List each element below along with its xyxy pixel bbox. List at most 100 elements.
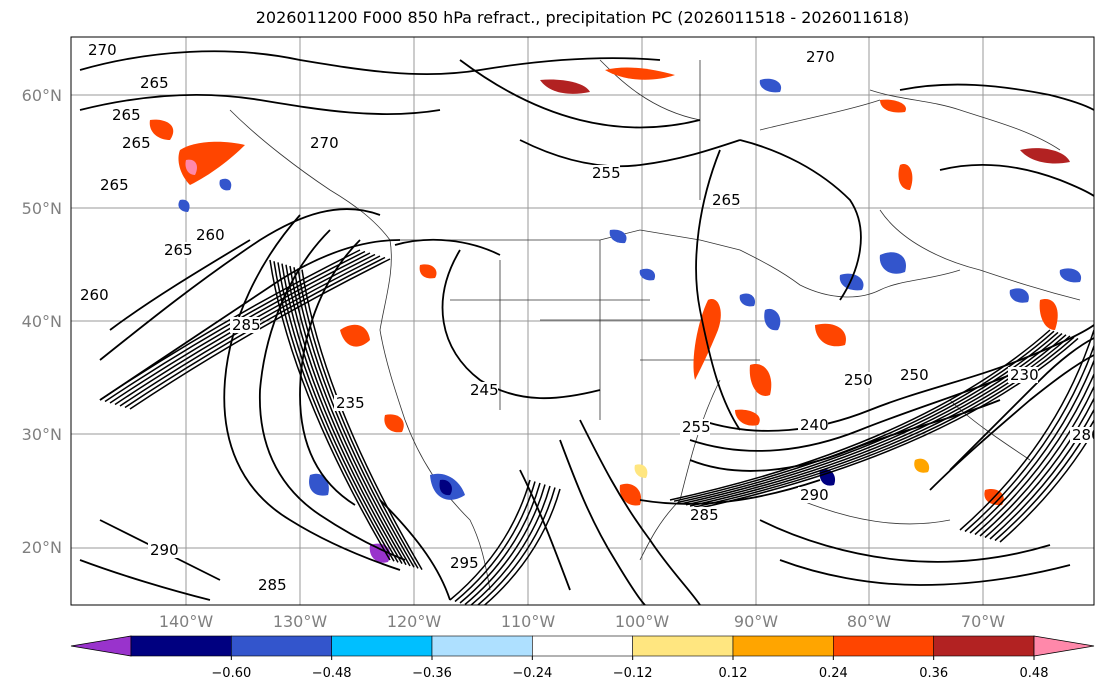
contour-label: 280	[1072, 426, 1101, 444]
coastlines	[229, 59, 1081, 591]
latitude-labels: 20°N 30°N 40°N 50°N 60°N	[22, 86, 62, 557]
colorbar-segment	[331, 635, 433, 657]
contour-label-bg	[798, 487, 828, 503]
contour-label: 255	[682, 418, 711, 436]
contour-label-bg	[468, 382, 498, 398]
colorbar-tick-labels: −0.60 −0.48 −0.36 −0.24 −0.12 0.12 0.24 0.36 0.4…	[211, 656, 1049, 681]
contour-label-bg	[230, 317, 260, 333]
contour-line	[99, 249, 361, 401]
contour-line	[454, 481, 536, 603]
colorbar-tick-label: 0.24	[819, 666, 848, 681]
contour-label-bg	[162, 242, 192, 258]
contour-line	[459, 482, 541, 604]
lon-label: 100°W	[615, 612, 670, 631]
colorbar-tick-label: −0.12	[613, 666, 653, 681]
contour-label-bg	[448, 555, 478, 571]
contour-label-bg	[86, 42, 116, 58]
colorbar-tick-label: −0.36	[412, 666, 452, 681]
contour-line	[483, 488, 561, 605]
colorbar-segments	[70, 635, 1095, 657]
colorbar-extend-high	[1033, 635, 1095, 657]
contour-label: 265	[112, 106, 141, 124]
contour-label: 270	[310, 134, 339, 152]
contour-label-bg	[590, 165, 620, 181]
colorbar-segment	[632, 635, 734, 657]
contour-line	[689, 335, 1071, 507]
colorbar-segment	[933, 635, 1035, 657]
contour-label-bg	[1008, 367, 1038, 383]
contour-line	[979, 384, 1094, 537]
colorbar-extend-low	[70, 635, 132, 657]
contour-label: 255	[592, 164, 621, 182]
lat-label: 30°N	[22, 425, 62, 444]
colorbar-tick-label: −0.24	[512, 666, 552, 681]
contour-line	[289, 265, 411, 567]
contour-label: 270	[806, 48, 835, 66]
lon-label: 110°W	[501, 612, 556, 631]
contour-label: 240	[800, 416, 829, 434]
graticule	[71, 37, 1094, 605]
contour-label-bg	[1070, 427, 1094, 443]
contour-label: 265	[122, 134, 151, 152]
contour-label: 250	[900, 366, 929, 384]
contour-label-bg	[138, 75, 168, 91]
contour-line	[281, 263, 403, 564]
lon-label: 120°W	[387, 612, 442, 631]
contour-label-bg	[120, 135, 150, 151]
contour-label-bg	[256, 577, 286, 593]
lon-label: 80°W	[847, 612, 891, 631]
contour-label: 245	[470, 381, 499, 399]
lat-label: 60°N	[22, 86, 62, 105]
contour-line	[989, 408, 1094, 540]
contour-label-bg	[898, 367, 928, 383]
contour-label-bg	[680, 419, 710, 435]
contour-line	[464, 484, 546, 605]
contour-label: 290	[150, 541, 179, 559]
contour-line	[697, 337, 1079, 510]
contour-label-bg	[798, 417, 828, 433]
contour-label: 270	[88, 41, 117, 59]
contour-line	[269, 259, 391, 561]
lat-label: 40°N	[22, 312, 62, 331]
colorbar-tick-label: 0.48	[1020, 666, 1049, 681]
contour-label: 265	[100, 176, 129, 194]
contour-label: 260	[80, 286, 109, 304]
contour-label: 285	[258, 576, 287, 594]
lon-label: 90°W	[734, 612, 778, 631]
contour-label-bg	[804, 49, 834, 65]
colorbar: −0.60 −0.48 −0.36 −0.24 −0.12 0.12 0.24 0.36 0.4…	[70, 635, 1095, 681]
lon-label: 130°W	[273, 612, 328, 631]
colorbar-tick-label: 0.36	[919, 666, 948, 681]
colorbar-segment	[431, 635, 533, 657]
contour-label: 265	[712, 191, 741, 209]
contour-line	[999, 428, 1094, 543]
lon-label: 70°W	[961, 612, 1005, 631]
colorbar-segment	[130, 635, 232, 657]
longitude-labels: 140°W 130°W 120°W 110°W 100°W 90°W 80°W …	[159, 612, 1005, 631]
contour-line	[984, 396, 1094, 539]
lat-label: 20°N	[22, 538, 62, 557]
lon-label: 140°W	[159, 612, 214, 631]
contour-line	[681, 333, 1063, 505]
map-title: 2026011200 F000 850 hPa refract., precip…	[255, 8, 910, 27]
contour-label-bg	[308, 135, 338, 151]
contour-line	[685, 334, 1067, 506]
contour-label-bg	[148, 542, 178, 558]
colorbar-segment	[732, 635, 834, 657]
colorbar-tick-label: −0.60	[211, 666, 251, 681]
contour-line	[959, 329, 1094, 531]
contour-label: 265	[164, 241, 193, 259]
contour-label-bg	[110, 107, 140, 123]
contour-label: 285	[232, 316, 261, 334]
map-frame	[70, 36, 1095, 606]
contour-line	[449, 479, 531, 601]
contour-line	[974, 372, 1094, 536]
contour-label: 265	[140, 74, 169, 92]
contour-label-bg	[194, 227, 224, 243]
contour-line	[285, 264, 407, 566]
colorbar-tick-label: −0.48	[312, 666, 352, 681]
contour-label: 235	[336, 394, 365, 412]
contour-label: 230	[1010, 366, 1039, 384]
